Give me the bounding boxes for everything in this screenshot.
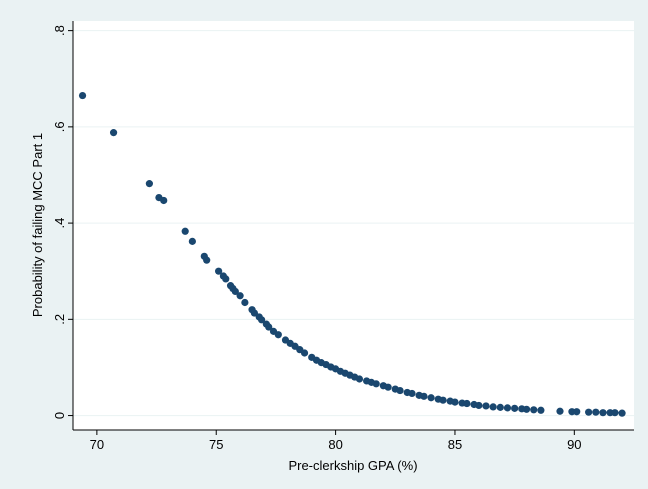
y-tick-label: .6 <box>52 121 67 132</box>
y-tick-label: 0 <box>52 412 67 419</box>
data-point <box>145 180 153 188</box>
data-point <box>522 405 531 413</box>
data-point <box>475 401 483 410</box>
data-point <box>78 91 87 100</box>
data-point <box>408 389 416 398</box>
data-point <box>599 409 607 417</box>
data-point <box>511 404 519 412</box>
data-point <box>188 237 196 245</box>
data-point <box>496 403 504 411</box>
data-point <box>355 375 364 383</box>
x-tick-label: 85 <box>448 437 462 452</box>
data-point <box>181 227 189 235</box>
data-point <box>300 349 309 357</box>
data-point <box>203 256 211 264</box>
data-point <box>573 408 581 416</box>
data-point <box>439 396 447 404</box>
data-point <box>160 196 168 205</box>
data-point <box>274 331 282 339</box>
data-point <box>109 129 118 137</box>
y-axis-label: Probability of failing MCC Part 1 <box>30 133 45 317</box>
y-tick-label: .2 <box>52 314 67 325</box>
gridlines <box>73 30 634 417</box>
data-point <box>215 267 223 275</box>
data-point <box>618 409 626 417</box>
x-tick-label: 90 <box>567 437 581 452</box>
y-tick-label: .8 <box>52 25 67 36</box>
data-point <box>611 409 619 417</box>
data-point <box>241 298 249 307</box>
data-point <box>372 380 380 388</box>
data-points <box>78 91 626 417</box>
x-tick-label: 75 <box>209 437 223 452</box>
data-point <box>257 316 266 324</box>
data-point <box>427 394 435 402</box>
data-point <box>222 275 230 283</box>
data-point <box>489 403 497 411</box>
data-point <box>530 406 538 414</box>
y-axis-ticks: 0 .2 .4 .6 .8 <box>52 25 73 419</box>
plot-area <box>73 21 634 430</box>
data-point <box>396 386 404 395</box>
x-axis-ticks: 70 75 80 85 90 <box>90 430 582 452</box>
data-point <box>585 408 593 416</box>
data-point <box>556 407 564 415</box>
data-point <box>451 398 459 406</box>
data-point <box>463 399 471 408</box>
y-tick-label: .4 <box>52 218 67 229</box>
data-point <box>482 402 490 410</box>
data-point <box>420 392 428 400</box>
data-point <box>503 404 512 412</box>
data-point <box>592 408 600 416</box>
data-point <box>537 406 545 414</box>
x-axis-label: Pre-clerkship GPA (%) <box>288 458 417 473</box>
data-point <box>231 287 239 296</box>
data-point <box>236 292 244 300</box>
x-tick-label: 80 <box>328 437 342 452</box>
data-point <box>250 309 259 317</box>
data-point <box>265 323 273 331</box>
data-point <box>384 383 392 391</box>
x-tick-label: 70 <box>90 437 104 452</box>
